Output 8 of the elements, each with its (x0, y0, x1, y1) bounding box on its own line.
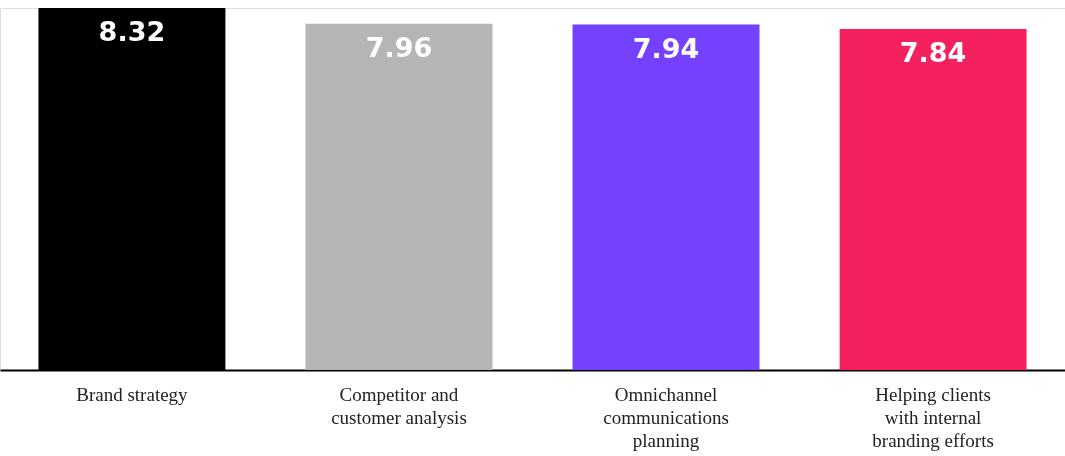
x-tick-label: Brand strategy (76, 384, 189, 405)
data-label: 7.94 (632, 32, 700, 64)
data-label: 7.84 (899, 36, 967, 68)
data-label: 8.32 (98, 16, 166, 47)
data-label: 7.96 (365, 31, 433, 63)
x-tick-label: Omnichannel communications planning (603, 384, 729, 451)
x-tick-label: Helping clients with internal branding efforts (872, 384, 994, 451)
x-tick-label: Competitor and customer analysis (331, 384, 467, 428)
